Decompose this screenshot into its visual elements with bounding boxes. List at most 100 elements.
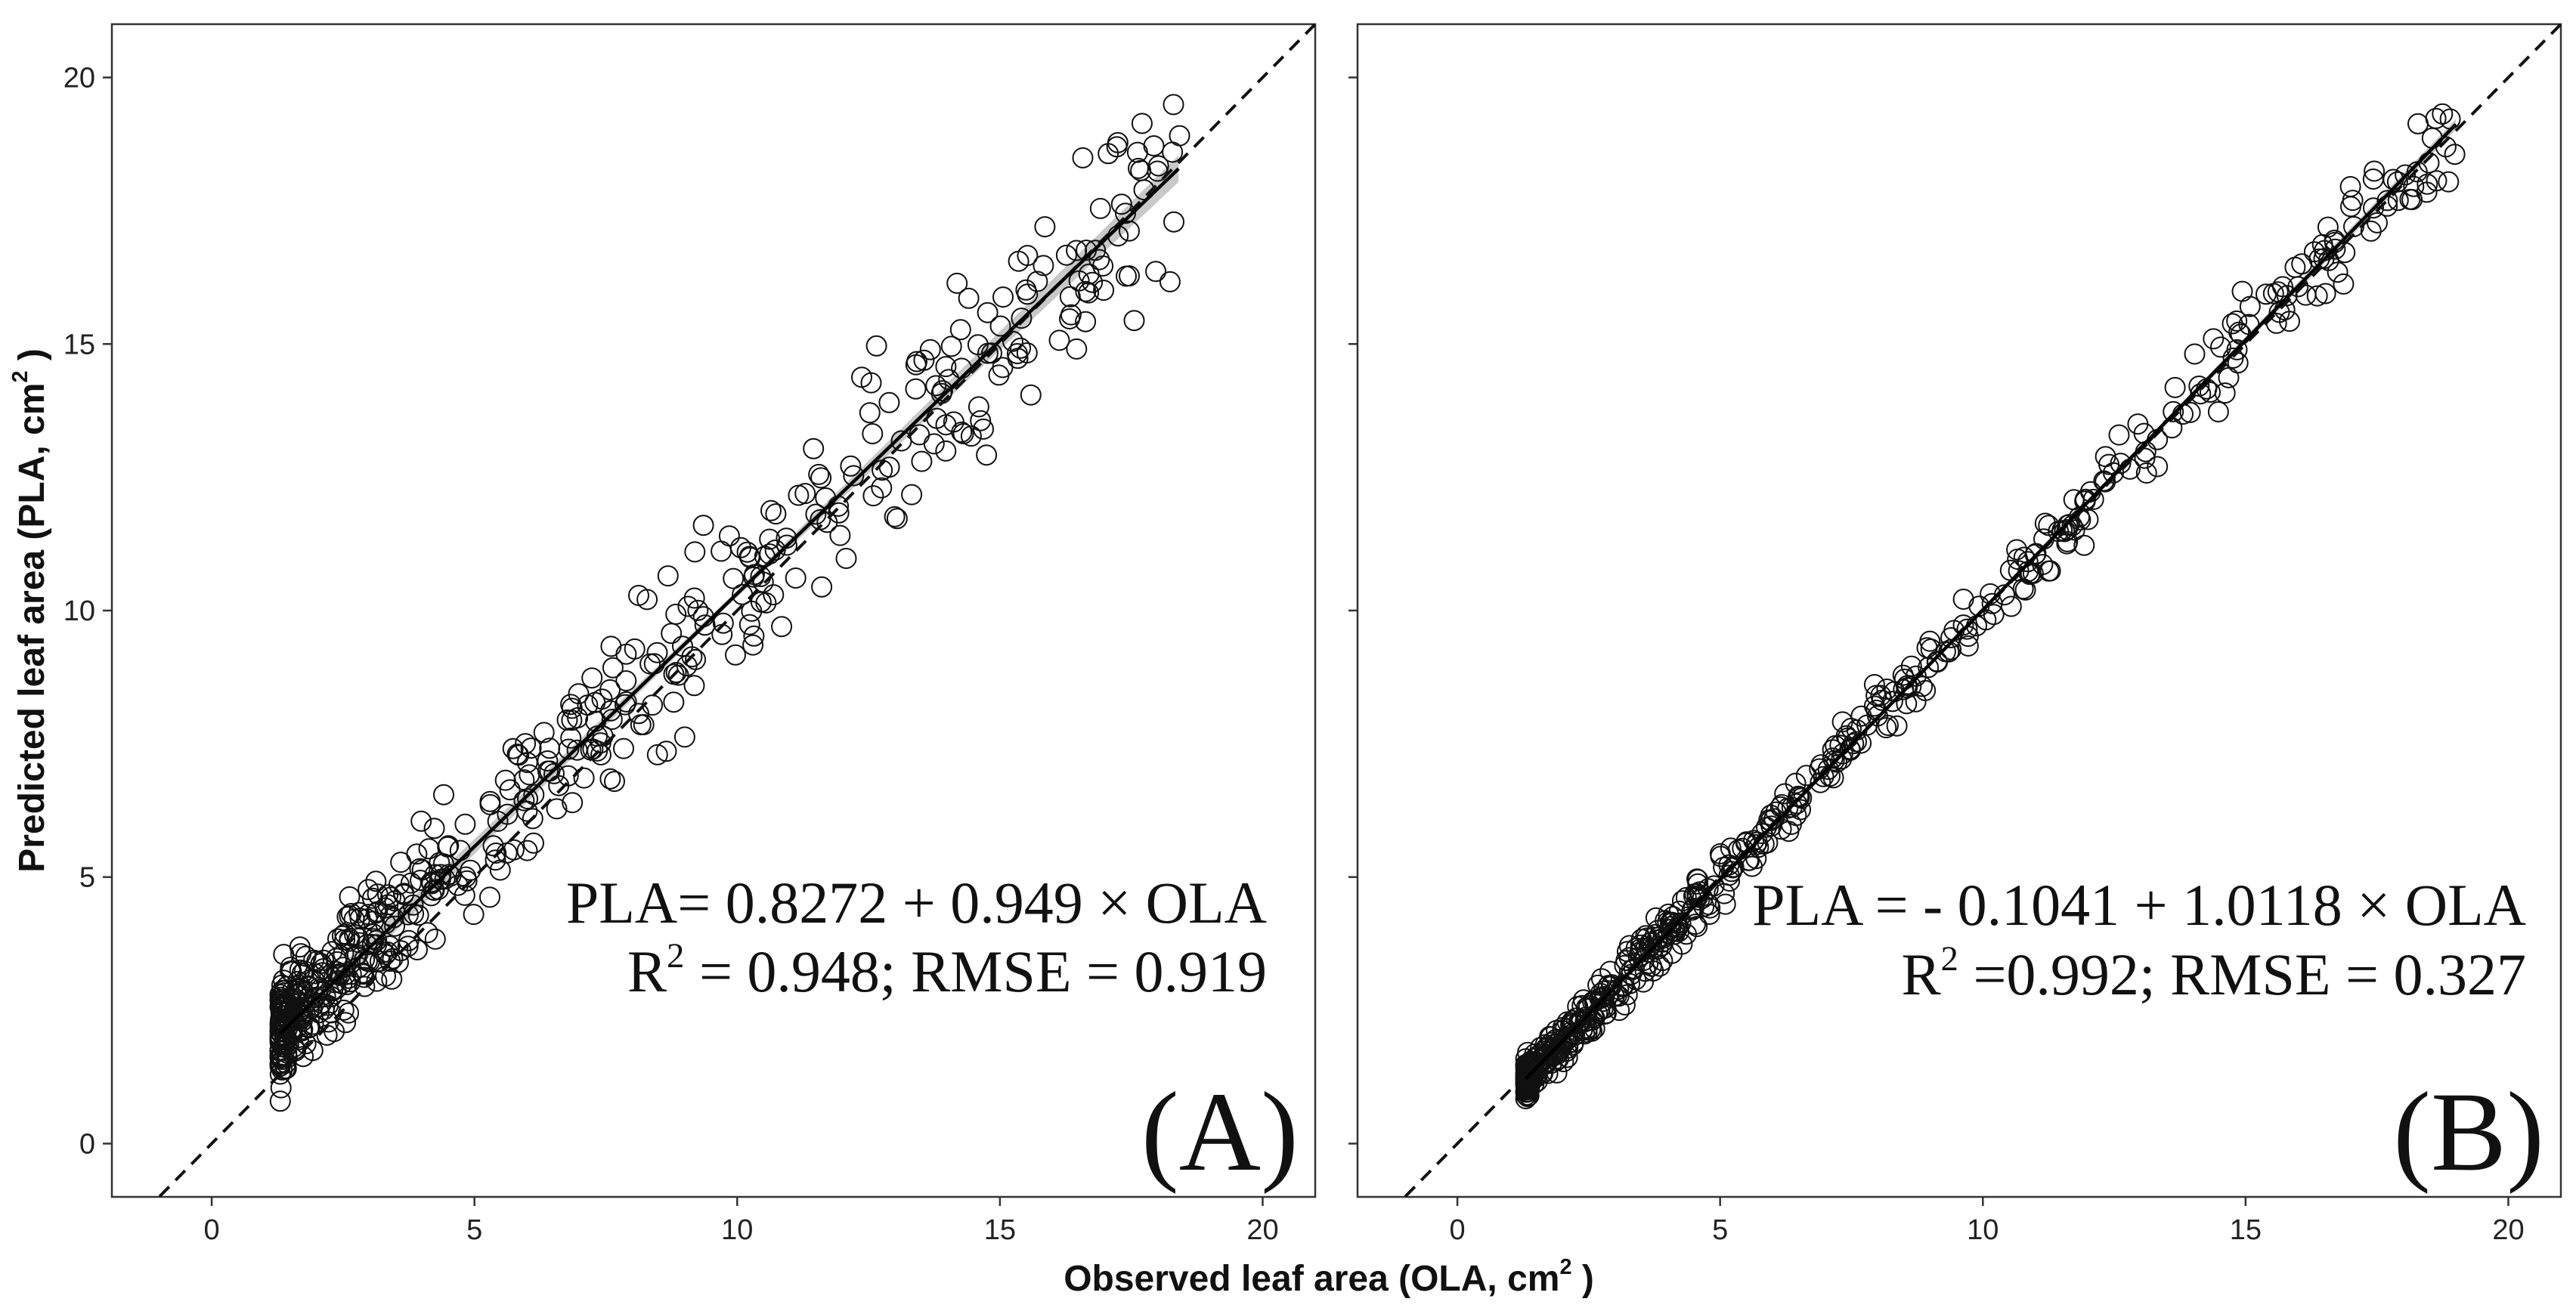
panel-b-point xyxy=(1896,677,1918,699)
panel-a-point xyxy=(755,592,777,614)
panel-b-point xyxy=(1743,830,1765,852)
panel-b-point xyxy=(2057,515,2079,536)
panel-b-point xyxy=(2416,181,2438,203)
panel-a-point xyxy=(871,477,893,499)
panel-a-point xyxy=(516,800,538,822)
panel-a-point xyxy=(940,335,962,357)
panel-a-y-tick-label: 20 xyxy=(63,63,95,94)
panel-a-point xyxy=(322,979,344,1000)
panel-a-point xyxy=(377,884,399,906)
panel-b-point xyxy=(1952,589,1974,610)
panel-a-point xyxy=(672,635,693,657)
panel-b-point xyxy=(2444,144,2466,165)
panel-b-point xyxy=(1886,715,1908,737)
panel-a-point xyxy=(1131,113,1153,135)
panel-a-point xyxy=(516,839,538,861)
panel-a-one-to-one-line xyxy=(156,24,1315,1197)
panel-b-point xyxy=(2221,313,2243,335)
panel-a-point xyxy=(639,653,661,675)
panel-b-point xyxy=(2147,456,2169,478)
panel-a-point xyxy=(599,679,621,700)
panel-a-point xyxy=(365,870,387,892)
panel-a-point xyxy=(865,335,887,357)
panel-a-point xyxy=(1106,136,1128,158)
panel-a-point xyxy=(973,418,994,440)
panel-a-point xyxy=(354,976,376,997)
x-axis-title: Observed leaf area (OLA, cm2 ) xyxy=(1064,1255,1594,1299)
panel-b-point xyxy=(2363,197,2384,219)
panel-b-point xyxy=(2226,310,2248,332)
panel-a-point xyxy=(345,945,367,967)
panel-a-point xyxy=(430,864,452,886)
panel-b-point xyxy=(1975,609,1997,631)
panel-a-point xyxy=(886,508,908,530)
panel-a-point xyxy=(437,836,459,858)
panel-a-ticks: 0 5 10 15 20 0 5 10 15 20 xyxy=(63,63,1279,1246)
panel-a-point xyxy=(292,981,313,1003)
panel-a-point xyxy=(1110,193,1132,215)
panel-a-point xyxy=(314,986,336,1008)
panel-b-point xyxy=(1795,765,1817,787)
panel-a-point xyxy=(923,433,945,455)
panel-b-x-tick-label: 20 xyxy=(2492,1214,2524,1246)
panel-b-r2-rmse: =0.992; RMSE = 0.327 xyxy=(1958,942,2526,1007)
panel-b-point xyxy=(2407,113,2429,135)
panel-a-point xyxy=(1115,203,1136,224)
panel-a-point xyxy=(1093,280,1115,301)
panel-b-point xyxy=(2324,238,2346,260)
panel-b-point xyxy=(2267,281,2289,303)
panel-a-point xyxy=(665,662,687,683)
panel-a-point xyxy=(599,700,621,722)
panel-a-point xyxy=(587,740,608,762)
panel-a-point xyxy=(981,342,1002,364)
panel-a-x-tick-label: 5 xyxy=(466,1214,482,1246)
panel-b-point xyxy=(1718,854,1740,876)
panel-a-point xyxy=(1033,255,1054,277)
panel-a-point xyxy=(805,503,827,525)
panel-b-point xyxy=(2073,534,2095,556)
panel-a-point xyxy=(269,1090,291,1112)
panel-a-point xyxy=(434,868,456,890)
panel-b-point xyxy=(1616,941,1638,963)
panel-a-point xyxy=(901,484,923,506)
panel-a-point xyxy=(829,524,851,546)
panel-a-point xyxy=(684,541,706,563)
panel-a-point xyxy=(1017,245,1039,267)
panel-b-point xyxy=(2038,560,2060,582)
panel-a-point xyxy=(862,485,884,507)
panel-b-point xyxy=(1981,592,2003,614)
panel-a-point xyxy=(581,667,603,689)
panel-a-point xyxy=(960,425,982,447)
panel-a-x-tick-label: 10 xyxy=(721,1214,753,1246)
panel-a-point xyxy=(1034,216,1056,238)
panel-a-point xyxy=(958,287,980,309)
panel-a-point xyxy=(280,957,302,979)
panel-b-point xyxy=(1587,974,1609,996)
panel-a-y-tick-label: 10 xyxy=(63,595,95,627)
panel-b-point xyxy=(2438,171,2460,193)
panel-a-point xyxy=(646,744,668,765)
panel-b-point xyxy=(1875,717,1897,739)
panel-b-ticks: 0 5 10 15 20 xyxy=(1348,76,2525,1246)
panel-a-point xyxy=(340,903,362,924)
panel-b-point xyxy=(1553,1028,1574,1049)
panel-b-point xyxy=(1515,1068,1537,1090)
panel-a-point xyxy=(562,792,584,814)
panel-a-point xyxy=(743,625,765,647)
panel-a-x-tick-label: 20 xyxy=(1246,1214,1278,1246)
panel-b-point xyxy=(2306,285,2328,307)
panel-b-point xyxy=(2034,512,2056,534)
panel-a-point xyxy=(624,638,646,660)
panel-a-point xyxy=(1130,159,1152,181)
panel-a-point xyxy=(988,364,1010,386)
panel-a-point xyxy=(1066,240,1088,261)
panel-a-point xyxy=(356,908,378,930)
panel-a-point xyxy=(692,515,714,536)
panel-a-point xyxy=(655,741,677,762)
panel-a-y-tick-label: 15 xyxy=(63,329,95,360)
panel-b-point xyxy=(1957,635,1979,657)
panel-a-point xyxy=(271,1059,293,1081)
panel-a-point xyxy=(723,567,745,589)
panel-a-point xyxy=(810,509,831,530)
panel-a-point xyxy=(771,616,793,638)
